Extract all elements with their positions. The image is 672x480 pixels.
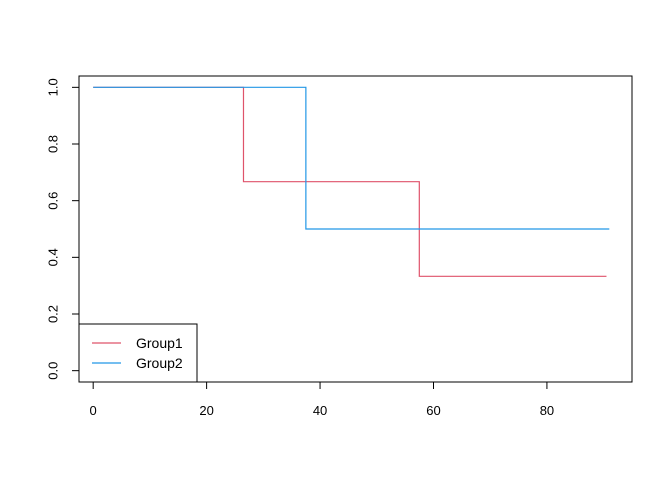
x-tick-label: 0 [90, 403, 97, 418]
x-tick-label: 20 [199, 403, 213, 418]
y-tick-label: 0.0 [46, 362, 61, 380]
legend-label: Group2 [136, 355, 183, 371]
y-axis: 0.0 0.2 0.4 0.6 0.8 1.0 [46, 78, 80, 380]
x-tick-label: 80 [540, 403, 554, 418]
series-line-group1 [93, 86, 607, 277]
series-line-group2 [93, 86, 610, 230]
y-tick-label: 0.2 [46, 305, 61, 323]
x-tick-label: 60 [426, 403, 440, 418]
legend-box [78, 323, 198, 383]
series-layer [93, 86, 610, 277]
y-tick-label: 0.4 [46, 248, 61, 266]
x-tick-label: 40 [313, 403, 327, 418]
y-tick-label: 0.8 [46, 135, 61, 153]
legend-label: Group1 [136, 335, 183, 351]
y-tick-label: 1.0 [46, 78, 61, 96]
legend: Group1 Group2 [78, 323, 198, 383]
x-axis: 0 20 40 60 80 [90, 381, 554, 418]
y-tick-label: 0.6 [46, 192, 61, 210]
